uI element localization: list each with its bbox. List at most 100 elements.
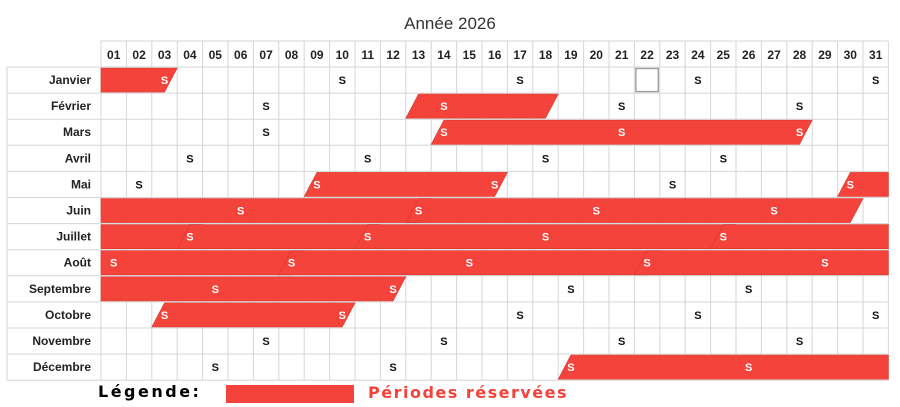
saturday-marker: S xyxy=(339,310,346,322)
saturday-marker: S xyxy=(440,101,447,113)
reserved-period[interactable] xyxy=(176,224,381,249)
saturday-marker: S xyxy=(745,284,752,296)
day-header: 12 xyxy=(386,48,400,62)
reserved-period[interactable] xyxy=(100,250,305,276)
day-header: 08 xyxy=(285,48,299,62)
month-label: Septembre xyxy=(29,282,91,296)
month-label: Janvier xyxy=(49,73,91,87)
saturday-marker: S xyxy=(694,310,701,322)
legend-text: Périodes réservées xyxy=(368,383,569,402)
legend-label: Légende: xyxy=(98,382,202,401)
saturday-marker: S xyxy=(186,153,193,165)
day-header: 16 xyxy=(488,48,502,62)
saturday-marker: S xyxy=(440,336,447,348)
calendar-title: Année 2026 xyxy=(404,14,496,33)
saturday-marker: S xyxy=(796,127,803,139)
saturday-marker: S xyxy=(567,284,574,296)
month-label: Juillet xyxy=(56,230,91,244)
day-header: 11 xyxy=(361,48,374,62)
reserved-period[interactable] xyxy=(633,250,889,276)
reserved-period[interactable] xyxy=(303,172,508,197)
reserved-period[interactable] xyxy=(405,198,864,223)
day-header: 05 xyxy=(209,48,223,62)
saturday-marker: S xyxy=(161,75,168,87)
day-header: 02 xyxy=(132,48,146,62)
saturday-marker: S xyxy=(389,362,396,374)
saturday-marker: S xyxy=(440,127,447,139)
saturday-marker: S xyxy=(720,153,727,165)
reserved-period[interactable] xyxy=(405,93,559,119)
saturday-marker: S xyxy=(389,284,396,296)
day-header: 04 xyxy=(183,48,197,62)
saturday-marker: S xyxy=(542,153,549,165)
reservation-calendar: 01 02 03 04 05 06 07 08 09 10 11 12 13 14 15 16 17 18 19 20… xyxy=(6,40,889,381)
day-header: 07 xyxy=(259,48,273,62)
saturday-marker: S xyxy=(643,258,650,270)
month-label: Avril xyxy=(65,151,91,165)
saturday-marker: S xyxy=(339,75,346,87)
today-cell-outline xyxy=(635,67,660,93)
saturday-marker: S xyxy=(288,258,295,270)
saturday-marker: S xyxy=(212,362,219,374)
day-header: 15 xyxy=(463,48,477,62)
saturday-marker: S xyxy=(618,336,625,348)
day-header: 27 xyxy=(767,48,781,62)
saturday-marker: S xyxy=(872,75,879,87)
month-label: Décembre xyxy=(33,360,91,374)
saturday-marker: S xyxy=(542,232,549,244)
month-label: Août xyxy=(64,256,91,270)
saturday-marker: S xyxy=(364,232,371,244)
saturday-marker: S xyxy=(694,75,701,87)
reserved-period[interactable] xyxy=(151,302,356,328)
saturday-marker: S xyxy=(618,127,625,139)
reserved-period[interactable] xyxy=(430,119,813,145)
saturday-marker: S xyxy=(516,310,523,322)
saturday-marker: S xyxy=(262,101,269,113)
saturday-marker: S xyxy=(567,362,574,374)
saturday-marker: S xyxy=(313,179,320,191)
saturday-marker: S xyxy=(262,127,269,139)
day-header: 10 xyxy=(336,48,350,62)
saturday-marker: S xyxy=(491,179,498,191)
saturday-marker: S xyxy=(186,232,193,244)
reserved-period[interactable] xyxy=(837,172,889,197)
day-header: 25 xyxy=(717,48,731,62)
saturday-marker: S xyxy=(618,101,625,113)
saturday-marker: S xyxy=(516,75,523,87)
saturday-marker: S xyxy=(872,310,879,322)
saturday-marker: S xyxy=(720,232,727,244)
reserved-period[interactable] xyxy=(100,198,432,223)
day-header: 20 xyxy=(590,48,604,62)
day-header: 06 xyxy=(234,48,248,62)
day-header: 22 xyxy=(640,48,654,62)
month-label: Novembre xyxy=(32,334,91,348)
saturday-marker: S xyxy=(212,284,219,296)
saturday-marker: S xyxy=(262,336,269,348)
reserved-period[interactable] xyxy=(100,67,178,93)
saturday-marker: S xyxy=(237,206,244,218)
day-header: 03 xyxy=(158,48,172,62)
day-header: 01 xyxy=(107,48,121,62)
saturday-marker: S xyxy=(770,206,777,218)
saturday-marker: S xyxy=(821,258,828,270)
saturday-marker: S xyxy=(161,310,168,322)
saturday-marker: S xyxy=(796,101,803,113)
saturday-marker: S xyxy=(847,179,854,191)
saturday-marker: S xyxy=(796,336,803,348)
reserved-period[interactable] xyxy=(710,224,889,249)
reserved-period[interactable] xyxy=(557,354,889,380)
day-header: 13 xyxy=(412,48,426,62)
day-header: 28 xyxy=(793,48,807,62)
saturday-marker: S xyxy=(466,258,473,270)
saturday-marker: S xyxy=(669,179,676,191)
day-header: 09 xyxy=(310,48,324,62)
reserved-period[interactable] xyxy=(100,276,407,302)
day-header: 31 xyxy=(869,48,883,62)
day-header: 30 xyxy=(844,48,858,62)
day-header: 24 xyxy=(691,48,705,62)
saturday-marker: S xyxy=(135,179,142,191)
month-label: Juin xyxy=(66,204,91,218)
saturday-marker: S xyxy=(415,206,422,218)
day-header: 29 xyxy=(818,48,832,62)
saturday-marker: S xyxy=(593,206,600,218)
